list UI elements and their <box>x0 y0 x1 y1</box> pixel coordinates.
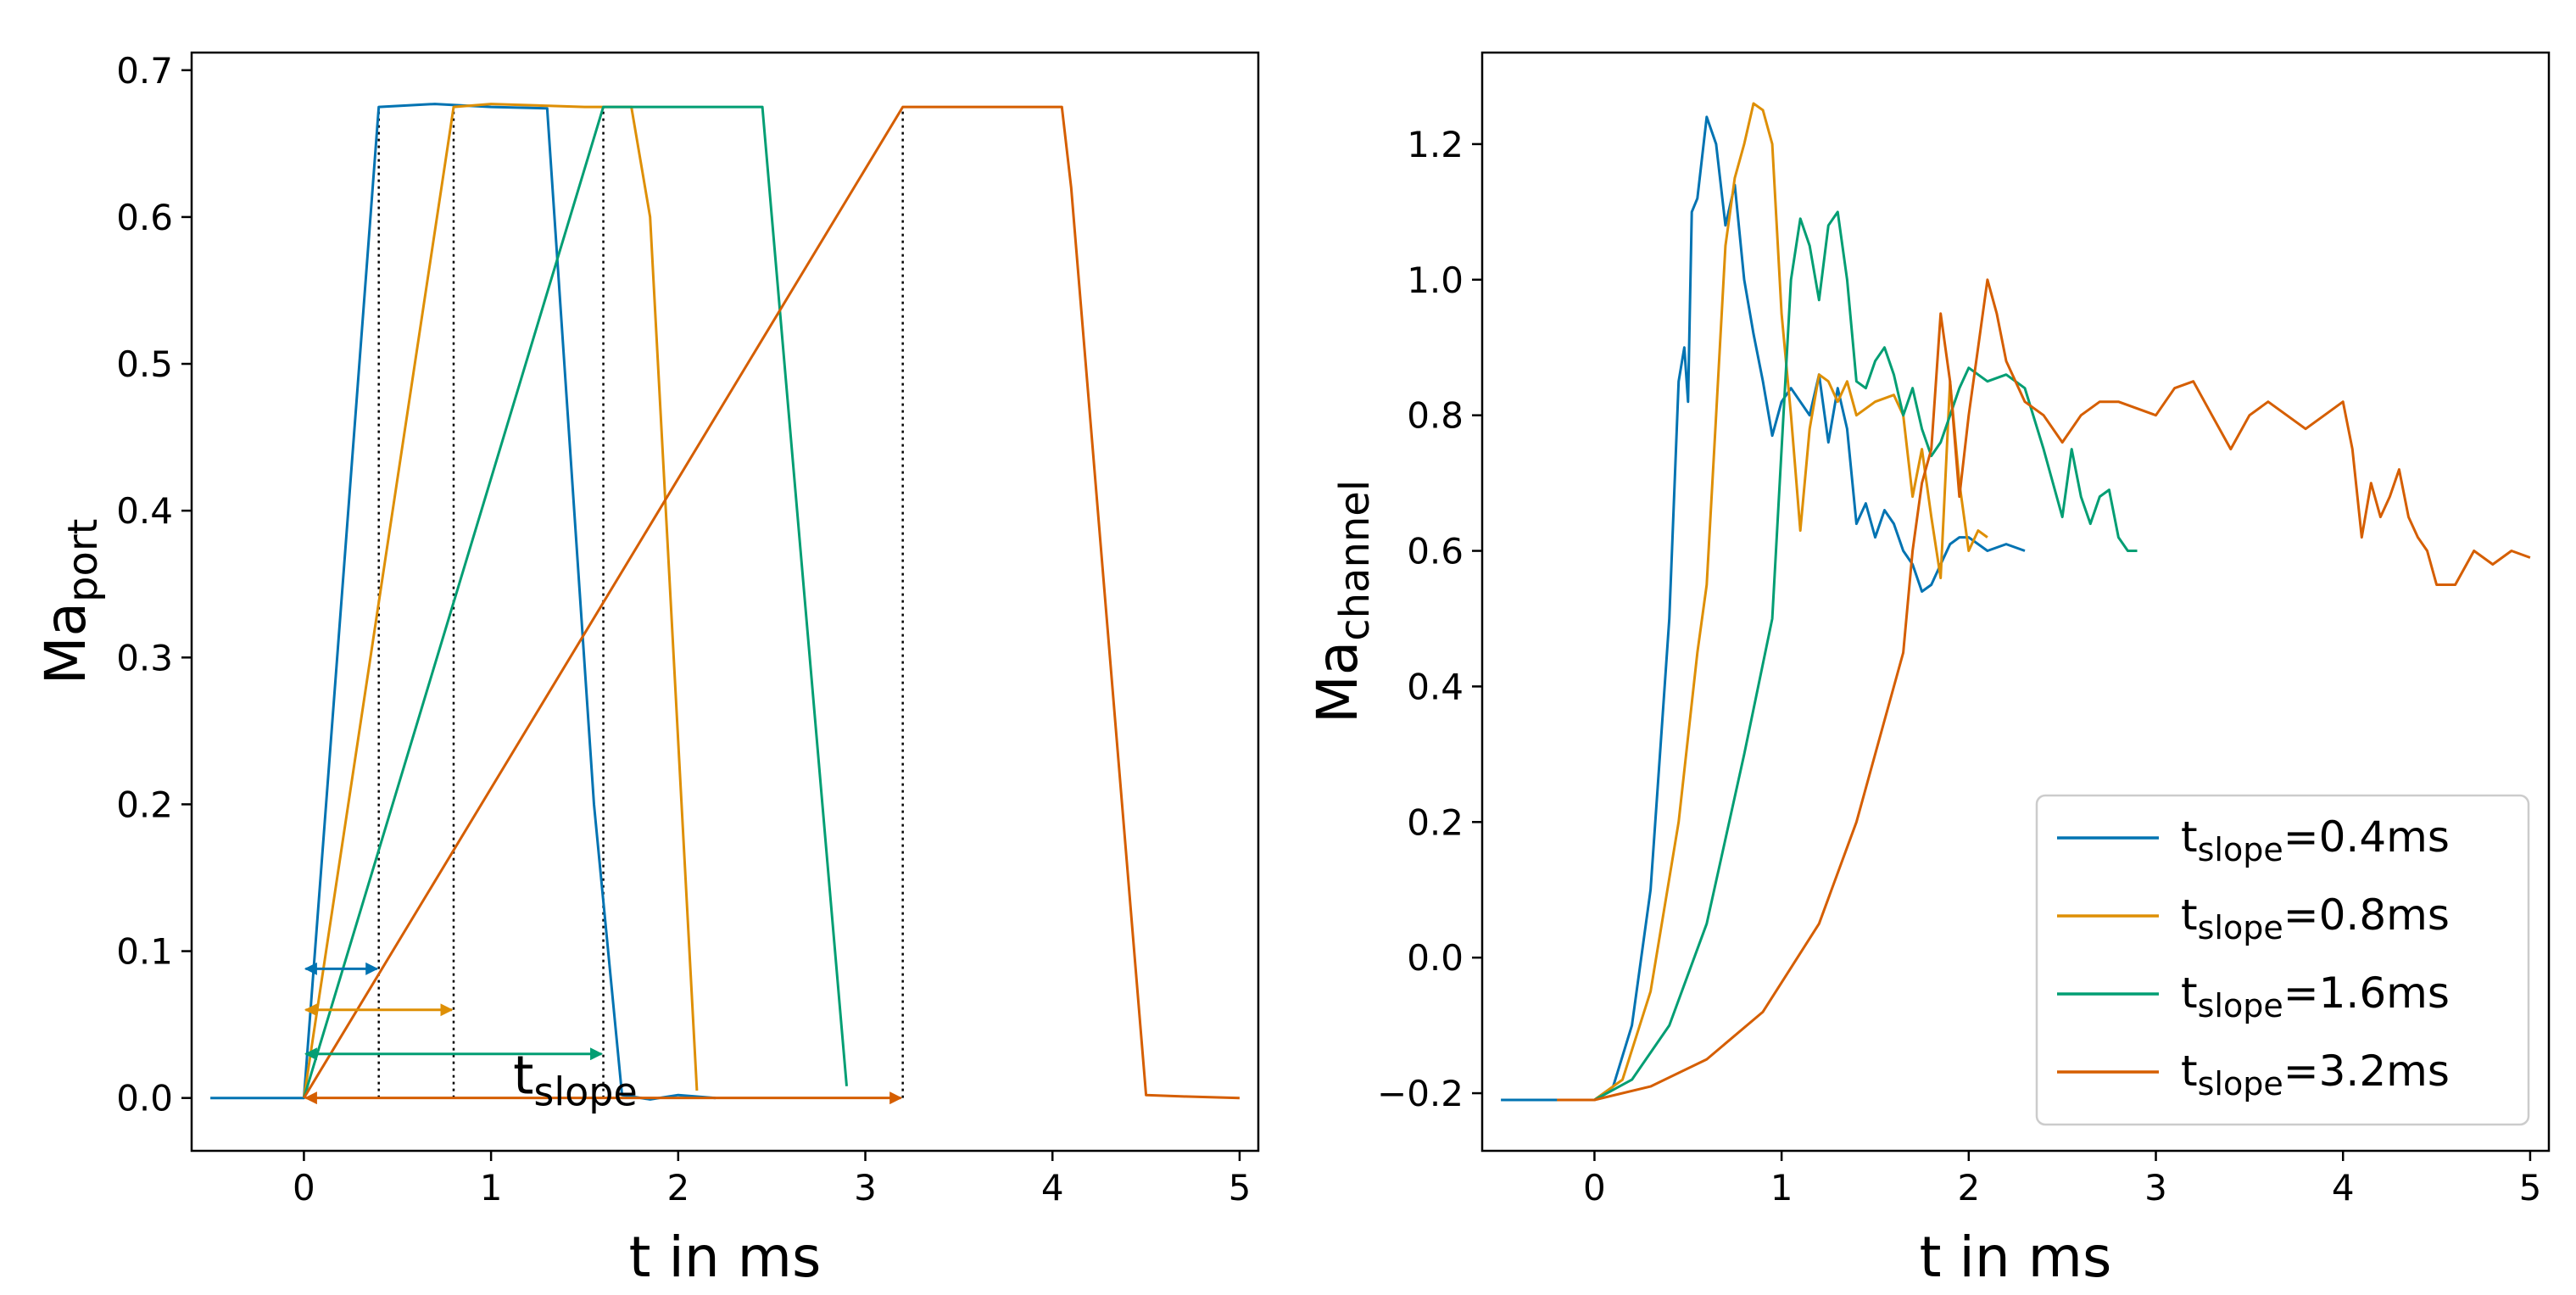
x-axis-label: t in ms <box>629 1225 822 1290</box>
x-tick-label: 4 <box>2332 1167 2355 1208</box>
y-axis-label: Maport <box>33 519 107 685</box>
y-tick-label: 0.1 <box>116 931 173 973</box>
legend-base: t <box>2181 968 2198 1018</box>
axes-frame <box>190 51 1260 1153</box>
y-tick-label: 0.8 <box>1407 395 1464 437</box>
legend-sub: slope <box>2198 987 2283 1024</box>
series-line-t-slope-3.2ms <box>1557 278 2531 1102</box>
y-tick-label: 0.0 <box>1407 937 1464 979</box>
legend-entry-label: tslope=1.6ms <box>2181 968 2450 1024</box>
y-tick-label: 1.2 <box>1407 124 1464 165</box>
x-tick-label: 1 <box>480 1167 503 1208</box>
legend-entry-label: tslope=0.4ms <box>2181 812 2450 868</box>
y-tick-label: 1.0 <box>1407 260 1464 301</box>
legend-value: =3.2ms <box>2283 1047 2450 1096</box>
series-line-t-slope-0.8ms <box>302 103 699 1098</box>
series-line-t-slope-0.8ms <box>1557 102 1988 1102</box>
series-group <box>1501 102 2531 1102</box>
legend-sub: slope <box>2198 1065 2283 1102</box>
legend-base: t <box>2181 890 2198 940</box>
x-tick-label: 3 <box>2144 1167 2167 1208</box>
x-axis-label: t in ms <box>1920 1225 2112 1290</box>
legend-entry-label: tslope=0.8ms <box>2181 890 2450 946</box>
x-tick-label: 0 <box>293 1167 315 1208</box>
annotation-base: t <box>513 1044 533 1106</box>
x-tick-label: 0 <box>1583 1167 1606 1208</box>
y-tick-label: −0.2 <box>1377 1073 1464 1114</box>
y-tick-label: 0.6 <box>116 197 173 238</box>
y-tick-label: 0.5 <box>116 343 173 385</box>
tslope-annotation: tslope <box>513 1044 638 1114</box>
axes-frame <box>1480 51 2551 1153</box>
right-panel: 0 1 2 3 4 5 −0.2 0.0 0.2 0.4 0.6 0.8 1.0 1.2 t in ms Ma… <box>1305 51 2551 1290</box>
legend-value: =0.8ms <box>2283 890 2450 940</box>
legend-value: =0.4ms <box>2283 812 2450 862</box>
series-line-t-slope-0.4ms <box>210 103 716 1101</box>
y-tick-label: 0.4 <box>116 490 173 532</box>
x-tick-label: 5 <box>1229 1167 1252 1208</box>
legend-base: t <box>2181 812 2198 862</box>
y-tick-label: 0.6 <box>1407 531 1464 572</box>
x-tick-label: 5 <box>2519 1167 2542 1208</box>
y-tick-label: 0.2 <box>1407 801 1464 843</box>
legend-box <box>2035 794 2530 1126</box>
series-line-t-slope-0.4ms <box>1501 115 2026 1102</box>
y-axis-label-sub: port <box>59 519 107 602</box>
left-panel: tslope 0 1 2 3 4 5 0.0 0.1 0.2 0.3 0.4 0.5 0.6 0.7 t in… <box>33 50 1260 1290</box>
legend-base: t <box>2181 1047 2198 1096</box>
legend-sub: slope <box>2198 831 2283 868</box>
legend-entry-label: tslope=3.2ms <box>2181 1047 2450 1102</box>
series-line-t-slope-1.6ms <box>1557 210 2138 1102</box>
y-tick-label: 0.3 <box>116 637 173 678</box>
x-tick-label: 1 <box>1770 1167 1793 1208</box>
x-tick-label: 3 <box>854 1167 877 1208</box>
y-tick-label: 0.0 <box>116 1078 173 1119</box>
x-tick-label: 4 <box>1041 1167 1064 1208</box>
y-tick-label: 0.2 <box>116 784 173 825</box>
y-axis-label-base: Ma <box>1305 641 1370 723</box>
y-tick-label: 0.7 <box>116 50 173 92</box>
x-tick-label: 2 <box>1957 1167 1980 1208</box>
annotation-sub: slope <box>533 1069 637 1114</box>
series-group <box>210 103 1240 1101</box>
x-tick-label: 2 <box>666 1167 689 1208</box>
y-tick-label: 0.4 <box>1407 666 1464 707</box>
series-line-t-slope-1.6ms <box>302 105 848 1099</box>
y-axis-label: Machannel <box>1305 480 1379 723</box>
legend-value: =1.6ms <box>2283 968 2450 1018</box>
legend-sub: slope <box>2198 909 2283 946</box>
y-axis-label-base: Ma <box>33 602 98 684</box>
y-axis-label-sub: channel <box>1331 480 1379 641</box>
series-line-t-slope-3.2ms <box>303 105 1240 1100</box>
